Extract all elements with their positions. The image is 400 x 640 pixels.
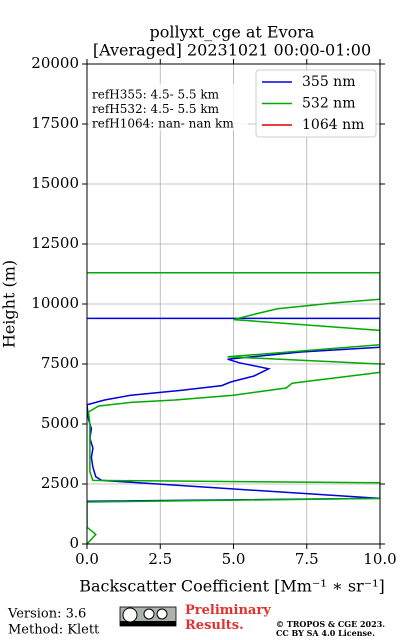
x-axis-label: Backscatter Coefficient [Mm⁻¹ ∗ sr⁻¹]: [79, 577, 385, 596]
x-tick-label: 0.0: [75, 550, 99, 568]
y-tick-label: 15000: [31, 174, 79, 192]
y-tick-label: 0: [69, 534, 79, 552]
y-tick-label: 20000: [31, 54, 79, 72]
x-tick-label: 10.0: [363, 550, 396, 568]
y-tick-label: 10000: [31, 294, 79, 312]
chart-title: pollyxt_cge at Evora: [150, 23, 315, 42]
plot-frame: [86, 63, 381, 545]
annotation: refH532: 4.5- 5.5 km: [92, 102, 220, 116]
legend-label: 1064 nm: [302, 117, 364, 133]
status: Preliminary Results.: [185, 603, 271, 633]
legend: 355 nm 532 nm 1064 nm: [262, 74, 364, 133]
y-tick-label: 5000: [41, 414, 79, 432]
y-axis-label: Height (m): [0, 260, 19, 348]
y-tick-label: 12500: [31, 234, 79, 252]
y-tick-label: 2500: [41, 474, 79, 492]
version: Version: 3.6: [7, 607, 86, 622]
x-tick-label: 7.5: [295, 550, 319, 568]
method: Method: Klett: [8, 623, 100, 638]
x-tick-label: 2.5: [148, 550, 172, 568]
y-tick-label: 17500: [31, 114, 79, 132]
annotation: refH1064: nan- nan km: [92, 117, 234, 131]
license: CC BY SA 4.0 License.: [276, 628, 375, 638]
profile-line: [87, 272, 380, 544]
x-tick-label: 5.0: [222, 550, 246, 568]
annotation-box: [90, 84, 248, 130]
chart-subtitle: [Averaged] 20231021 00:00-01:00: [93, 41, 371, 60]
annotation: refH355: 4.5- 5.5 km: [92, 88, 220, 102]
plot-lines: [87, 272, 380, 544]
legend-label: 355 nm: [302, 74, 355, 90]
copyright: © TROPOS & CGE 2023.: [276, 619, 385, 629]
cc-logo: [119, 606, 177, 627]
y-tick-label: 7500: [41, 354, 79, 372]
legend-label: 532 nm: [302, 96, 355, 112]
legend-box: [255, 69, 377, 138]
